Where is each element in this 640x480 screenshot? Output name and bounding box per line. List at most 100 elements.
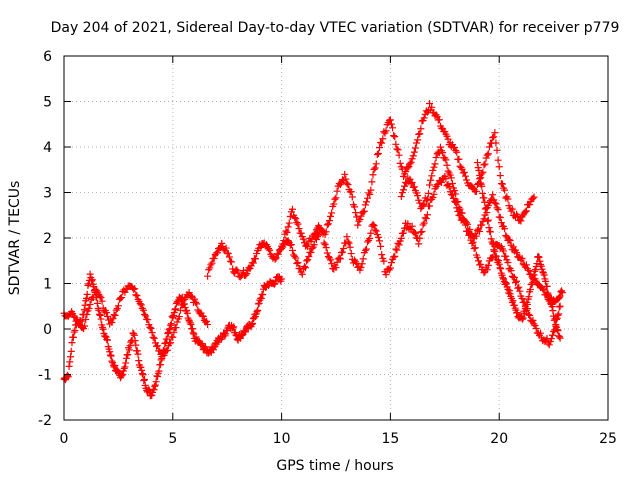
data-point xyxy=(230,323,238,331)
data-point xyxy=(411,229,419,237)
data-point xyxy=(332,194,340,202)
data-point xyxy=(387,259,395,267)
data-point xyxy=(304,256,312,264)
data-point xyxy=(335,254,343,262)
data-point xyxy=(393,145,401,153)
data-point xyxy=(366,234,374,242)
data-point xyxy=(331,195,339,203)
y-axis-label: SDTVAR / TECUs xyxy=(7,181,23,296)
data-point xyxy=(512,278,520,286)
data-point xyxy=(111,311,119,319)
data-point xyxy=(526,286,534,294)
data-point xyxy=(372,227,380,235)
data-point xyxy=(530,193,538,201)
data-point xyxy=(350,203,358,211)
data-point xyxy=(551,315,559,323)
data-point xyxy=(529,276,537,284)
data-point xyxy=(525,311,533,319)
data-point xyxy=(137,301,145,309)
data-point xyxy=(543,282,551,290)
data-point xyxy=(144,316,152,324)
data-point xyxy=(455,155,463,163)
data-point xyxy=(139,306,147,314)
data-point xyxy=(391,133,399,141)
data-point xyxy=(344,238,352,246)
data-point xyxy=(121,363,129,371)
data-point xyxy=(150,386,158,394)
data-point xyxy=(413,139,421,147)
data-point xyxy=(555,310,563,318)
data-point xyxy=(426,99,434,107)
data-point xyxy=(545,293,553,301)
data-point xyxy=(303,257,311,265)
data-point xyxy=(454,198,462,206)
data-point xyxy=(484,217,492,225)
data-point xyxy=(468,239,476,247)
data-point xyxy=(494,257,502,265)
data-point xyxy=(333,258,341,266)
data-point xyxy=(122,354,130,362)
data-point xyxy=(176,306,184,314)
data-point xyxy=(376,144,384,152)
y-tick-label: 0 xyxy=(43,322,52,338)
data-point xyxy=(442,156,450,164)
data-point xyxy=(343,179,351,187)
data-point xyxy=(500,247,508,255)
data-point xyxy=(272,254,280,262)
data-point xyxy=(271,255,279,263)
data-point xyxy=(426,181,434,189)
data-point xyxy=(147,324,155,332)
data-point xyxy=(504,195,512,203)
data-point xyxy=(557,288,565,296)
data-point xyxy=(478,182,486,190)
data-point xyxy=(131,337,139,345)
data-point xyxy=(265,245,273,253)
series-track-c xyxy=(204,99,538,281)
data-point xyxy=(150,334,158,342)
data-point xyxy=(253,250,261,258)
data-point xyxy=(193,300,201,308)
data-point xyxy=(489,240,497,248)
data-point xyxy=(185,316,193,324)
data-point xyxy=(506,237,514,245)
data-point xyxy=(430,190,438,198)
data-point xyxy=(397,234,405,242)
data-point xyxy=(330,200,338,208)
data-point xyxy=(308,245,316,252)
data-point xyxy=(67,347,75,355)
data-point xyxy=(151,381,159,389)
data-point xyxy=(481,198,489,206)
data-point xyxy=(484,216,492,224)
x-tick-label: 20 xyxy=(490,431,508,447)
data-point xyxy=(535,253,543,261)
data-point xyxy=(359,255,367,263)
data-point xyxy=(141,381,149,389)
data-point xyxy=(179,301,187,309)
data-point xyxy=(218,239,226,247)
data-point xyxy=(328,209,336,217)
data-point xyxy=(390,132,398,140)
data-point xyxy=(483,266,491,274)
data-point xyxy=(452,147,460,155)
data-point xyxy=(173,318,181,326)
data-point xyxy=(502,280,510,288)
data-point xyxy=(360,207,368,215)
data-point xyxy=(418,228,426,236)
data-point xyxy=(253,308,261,316)
data-point xyxy=(347,250,355,258)
data-point xyxy=(492,200,500,208)
data-point xyxy=(371,164,379,172)
data-point xyxy=(496,172,504,180)
data-point xyxy=(372,160,380,168)
data-point xyxy=(172,324,180,332)
data-point xyxy=(513,277,521,285)
data-point xyxy=(550,328,558,336)
y-tick-label: 5 xyxy=(43,95,52,111)
data-point xyxy=(188,325,196,333)
data-point xyxy=(498,180,506,188)
data-point xyxy=(98,297,106,305)
data-point xyxy=(473,253,481,261)
data-point xyxy=(408,178,416,186)
data-point xyxy=(133,347,141,355)
